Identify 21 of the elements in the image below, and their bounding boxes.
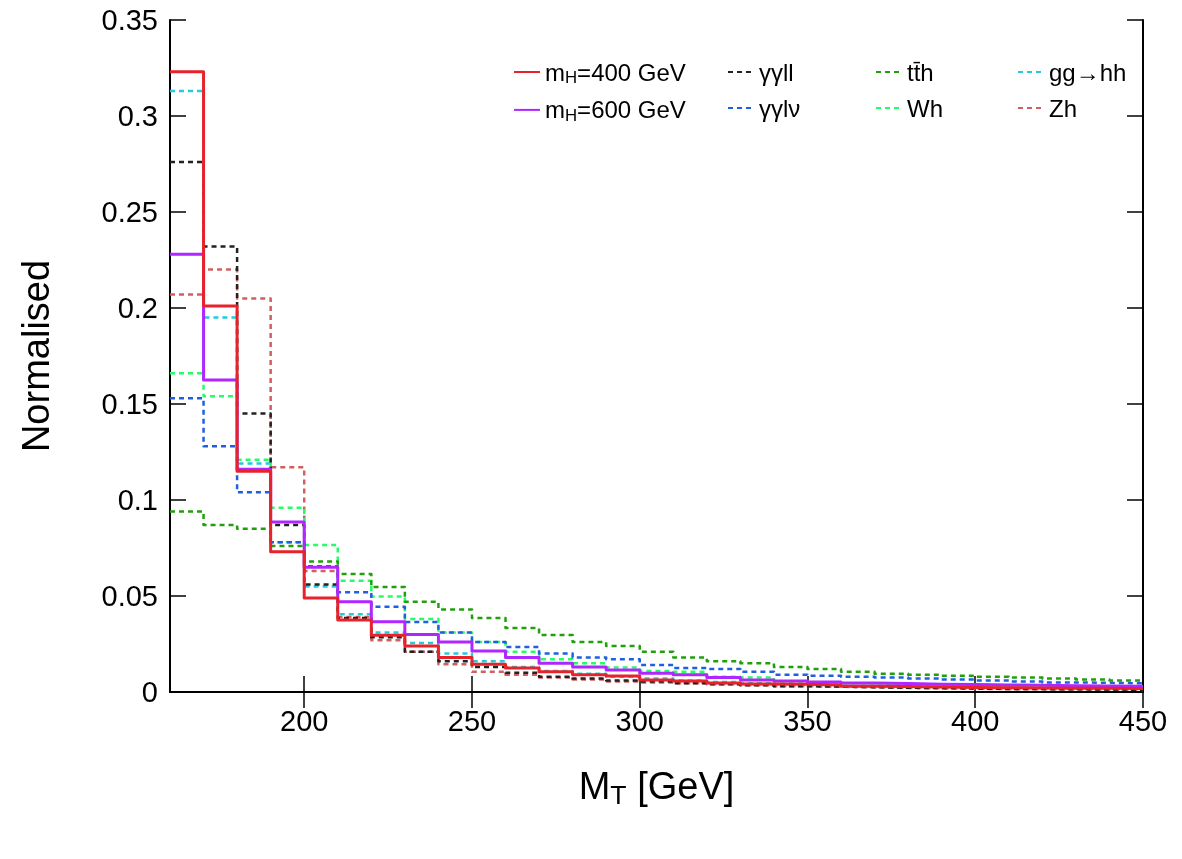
x-tick-label: 400 — [951, 704, 1000, 737]
x-tick-label: 250 — [447, 704, 497, 737]
y-tick-label: 0.1 — [117, 484, 158, 516]
legend-label: gg→hh — [1049, 58, 1127, 86]
legend-label: γγll — [759, 58, 794, 86]
y-tick-label: 0.05 — [101, 580, 158, 612]
legend-label: tt̄h — [907, 58, 934, 86]
y-tick-label: 0 — [141, 676, 158, 708]
y-tick-label: 0.3 — [117, 100, 158, 132]
legend-label: Wh — [907, 94, 943, 122]
legend-label: γγlν — [759, 94, 801, 122]
legend-label: Zh — [1049, 94, 1078, 122]
x-tick-label: 300 — [615, 704, 664, 737]
y-tick-label: 0.2 — [117, 292, 158, 324]
y-axis-title: Normalised — [15, 259, 57, 453]
x-tick-label: 200 — [280, 704, 329, 737]
x-tick-label: 450 — [1118, 704, 1168, 737]
y-tick-label: 0.15 — [101, 388, 158, 420]
y-tick-label: 0.25 — [101, 196, 158, 228]
y-tick-label: 0.35 — [101, 4, 158, 36]
x-tick-label: 350 — [783, 704, 832, 737]
